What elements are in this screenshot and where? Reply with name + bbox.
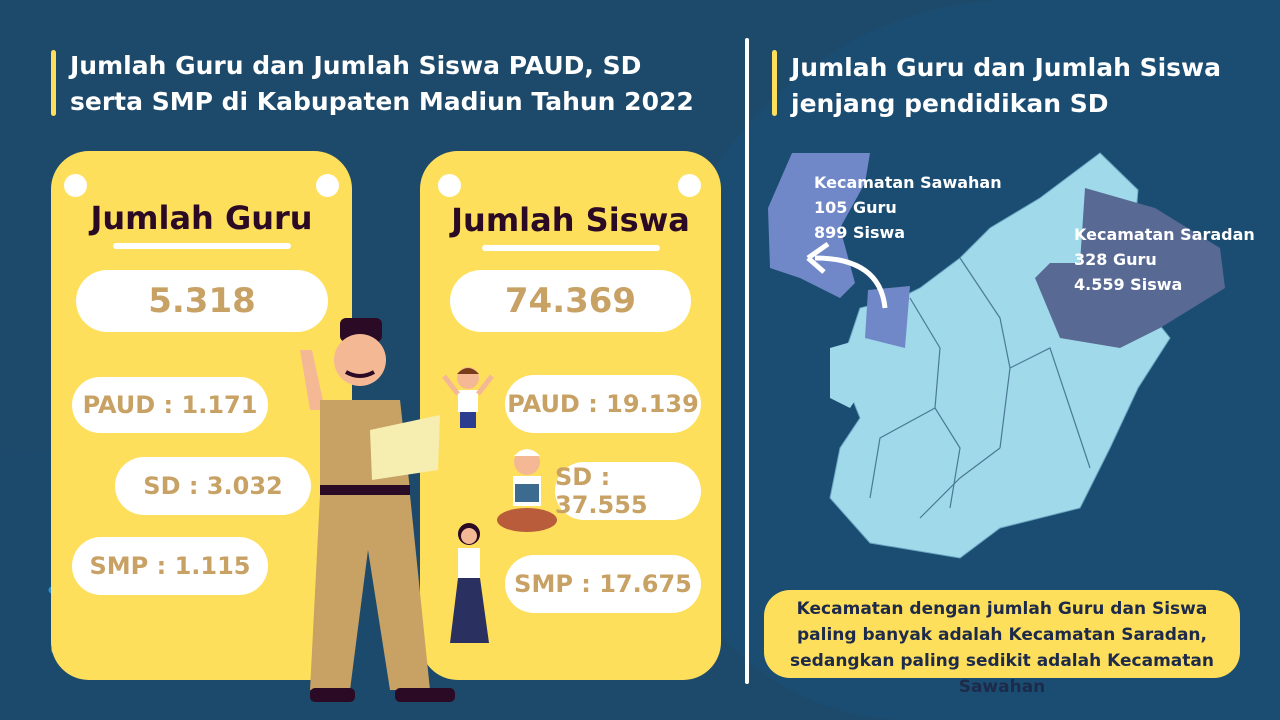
- student-boy-illustration: [442, 367, 494, 428]
- saradan-label: Kecamatan Saradan 328 Guru 4.559 Siswa: [1074, 222, 1255, 297]
- heading-underline: [113, 243, 291, 249]
- right-title: Jumlah Guru dan Jumlah Siswa jenjang pen…: [791, 53, 1222, 118]
- sawahan-name: Kecamatan Sawahan: [814, 173, 1002, 192]
- guru-sd: SD : 3.032: [115, 457, 311, 515]
- saradan-guru: 328 Guru: [1074, 250, 1157, 269]
- guru-smp: SMP : 1.115: [72, 537, 268, 595]
- teacher-illustration: [300, 318, 455, 702]
- sawahan-siswa: 899 Siswa: [814, 223, 906, 242]
- map-region-sawahan-south: [865, 286, 910, 348]
- siswa-total: 74.369: [450, 270, 691, 332]
- siswa-sd: SD : 37.555: [555, 462, 701, 520]
- sawahan-label: Kecamatan Sawahan 105 Guru 899 Siswa: [814, 170, 1002, 245]
- title-accent: [51, 50, 56, 116]
- siswa-smp: SMP : 17.675: [505, 555, 701, 613]
- guru-paud: PAUD : 1.171: [72, 377, 268, 433]
- card-hole: [438, 174, 461, 197]
- guru-total: 5.318: [76, 270, 328, 332]
- summary-note: Kecamatan dengan jumlah Guru dan Siswa p…: [764, 590, 1240, 697]
- card-hole: [64, 174, 87, 197]
- saradan-name: Kecamatan Saradan: [1074, 225, 1255, 244]
- left-title: Jumlah Guru dan Jumlah Siswa PAUD, SD se…: [70, 51, 694, 116]
- saradan-siswa: 4.559 Siswa: [1074, 275, 1183, 294]
- title-accent: [772, 50, 777, 116]
- siswa-paud: PAUD : 19.139: [505, 375, 701, 433]
- section-divider: [745, 38, 749, 684]
- sawahan-guru: 105 Guru: [814, 198, 897, 217]
- map-region-saradan: [1035, 188, 1225, 348]
- student-girl-illustration: [450, 523, 489, 643]
- student-reading-illustration: [497, 449, 557, 532]
- heading-underline: [482, 245, 660, 251]
- card-hole: [316, 174, 339, 197]
- madiun-map: [768, 152, 1225, 559]
- map-region-west: [830, 338, 870, 408]
- siswa-heading: Jumlah Siswa: [451, 201, 690, 239]
- card-hole: [678, 174, 701, 197]
- guru-heading: Jumlah Guru: [90, 199, 313, 237]
